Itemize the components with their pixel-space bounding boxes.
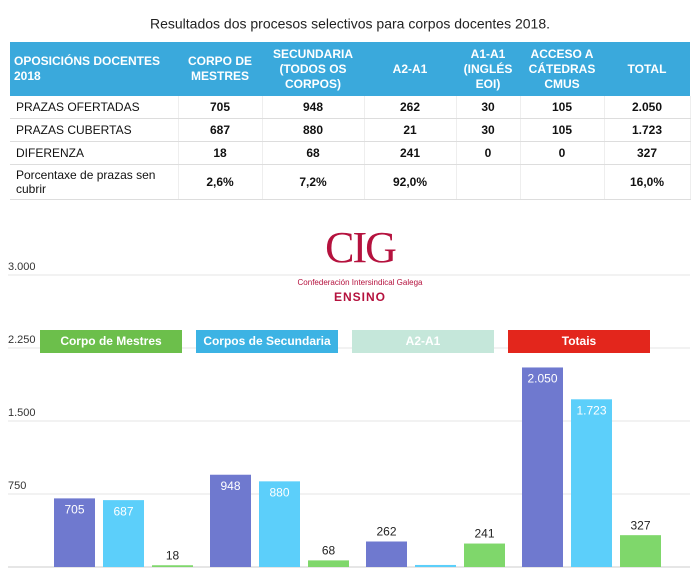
logo-name: Confederación Intersindical Galega <box>298 278 424 287</box>
table-cell: 30 <box>456 96 521 119</box>
value-label: 327 <box>630 518 650 532</box>
bar <box>259 481 300 567</box>
table-cell: 2,6% <box>178 164 263 200</box>
bar <box>571 399 612 567</box>
y-tick-label: 1.500 <box>8 407 36 419</box>
bar <box>464 543 505 567</box>
table-cell <box>520 164 605 200</box>
table-cell: 687 <box>178 118 263 142</box>
table-cell: 1.723 <box>604 118 691 142</box>
header-cell: SECUNDARIA (TODOS OS CORPOS) <box>262 42 364 96</box>
value-label: 68 <box>322 544 336 558</box>
table-cell: 21 <box>364 118 457 142</box>
category-label: Totais <box>562 334 597 348</box>
table-row: PRAZAS OFERTADAS 705 948 262 30 105 2.050 <box>10 96 691 119</box>
category-label: A2-A1 <box>406 334 441 348</box>
value-label: 880 <box>269 486 289 500</box>
value-label: 948 <box>220 479 240 493</box>
table-cell: PRAZAS CUBERTAS <box>10 118 179 142</box>
value-label: 2.050 <box>527 372 557 386</box>
y-tick-label: 2.250 <box>8 334 36 346</box>
table-cell: 18 <box>178 141 263 165</box>
table-cell: 0 <box>520 141 605 165</box>
table-cell: 7,2% <box>262 164 365 200</box>
table-cell: 327 <box>604 141 691 165</box>
header-cell: A2-A1 <box>364 42 456 96</box>
table-cell: 241 <box>364 141 457 165</box>
table-cell: 92,0% <box>364 164 457 200</box>
category-box <box>352 330 494 353</box>
bar <box>152 565 193 567</box>
bar <box>103 500 144 567</box>
table-cell: 105 <box>520 118 605 142</box>
value-label: 262 <box>376 525 396 539</box>
table-cell: 16,0% <box>604 164 691 200</box>
table-header: OPOSICIÓNS DOCENTES 2018 CORPO DE MESTRES… <box>10 42 690 96</box>
bar <box>308 560 349 567</box>
table-cell: 30 <box>456 118 521 142</box>
table-row: Porcentaxe de prazas sen cubrir 2,6% 7,2% 9… <box>10 164 691 200</box>
table-cell: PRAZAS OFERTADAS <box>10 96 179 119</box>
bar <box>54 498 95 567</box>
logo-section: ENSINO <box>334 290 386 304</box>
y-tick-label: 3.000 <box>8 261 36 273</box>
category-label: Corpo de Mestres <box>60 334 162 348</box>
table-cell: 705 <box>178 96 263 119</box>
header-cell: OPOSICIÓNS DOCENTES 2018 <box>10 42 178 96</box>
category-label: Corpos de Secundaria <box>203 334 331 348</box>
value-label: 705 <box>64 503 84 517</box>
category-box <box>196 330 338 353</box>
category-box <box>40 330 182 353</box>
table-cell: 880 <box>262 118 365 142</box>
logo-mark: CIG <box>325 223 396 272</box>
table-cell: DIFERENZA <box>10 141 179 165</box>
value-label: 18 <box>166 548 180 562</box>
table-cell: 262 <box>364 96 457 119</box>
logo: CIG Confederación Intersindical Galega E… <box>298 223 424 304</box>
table-row: DIFERENZA 18 68 241 0 0 327 <box>10 141 691 165</box>
table-row: PRAZAS CUBERTAS 687 880 21 30 105 1.723 <box>10 118 691 142</box>
title: Resultados dos procesos selectivos para … <box>150 16 550 32</box>
bar <box>522 367 563 567</box>
table-body: PRAZAS OFERTADAS 705 948 262 30 105 2.050 PRAZA… <box>10 96 691 200</box>
results-table: OPOSICIÓNS DOCENTES 2018 CORPO DE MESTRES… <box>10 42 691 200</box>
table-cell: 0 <box>456 141 521 165</box>
value-label: 687 <box>113 504 133 518</box>
header-cell: CORPO DE MESTRES <box>178 42 262 96</box>
header-cell: ACCESO A CÁTEDRAS CMUS <box>520 42 604 96</box>
y-tick-label: 750 <box>8 480 26 492</box>
table-cell: Porcentaxe de prazas sen cubrir <box>10 164 179 200</box>
bar <box>620 535 661 567</box>
table-cell <box>456 164 521 200</box>
table-cell: 2.050 <box>604 96 691 119</box>
header-cell: TOTAL <box>604 42 690 96</box>
value-label: 1.723 <box>576 403 606 417</box>
bar <box>366 541 407 567</box>
table-cell: 105 <box>520 96 605 119</box>
table-cell: 68 <box>262 141 365 165</box>
bar <box>210 474 251 567</box>
bar <box>415 564 456 567</box>
table-cell: 948 <box>262 96 365 119</box>
header-cell: A1-A1 (INGLÉS EOI) <box>456 42 520 96</box>
category-box <box>508 330 650 353</box>
value-label: 241 <box>474 527 494 541</box>
